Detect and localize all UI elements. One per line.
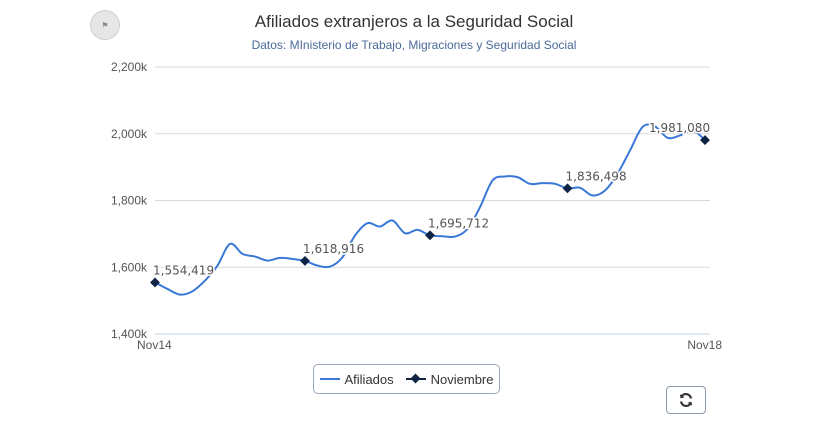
data-label: 1,836,498 xyxy=(566,169,627,183)
y-tick-label: 1,400k xyxy=(111,327,148,341)
legend-diamond-icon xyxy=(405,373,426,385)
y-axis-tick-labels: 1,400k 1,600k 1,800k 2,000k 2,200k xyxy=(111,60,148,341)
data-label-layer: 1,554,419 1,618,916 1,695,712 1,836,498 1,98… xyxy=(152,120,712,279)
legend-line-icon xyxy=(319,373,340,385)
data-label: 1,618,916 xyxy=(303,242,364,256)
noviembre-marker xyxy=(562,183,573,194)
series-line-afiliados xyxy=(154,123,706,296)
legend: Afiliados Noviembre xyxy=(313,364,500,394)
x-axis: Nov14 Nov18 xyxy=(137,333,722,352)
marker-layer xyxy=(150,135,710,288)
grid-lines xyxy=(155,66,710,268)
data-label: 1,554,419 xyxy=(153,263,214,277)
x-tick-label: Nov14 xyxy=(137,338,172,352)
y-tick-label: 2,000k xyxy=(111,127,148,141)
legend-item-noviembre[interactable]: Noviembre xyxy=(405,371,494,387)
series-layer xyxy=(154,123,706,296)
x-tick-label: Nov18 xyxy=(687,338,722,352)
y-tick-label: 2,200k xyxy=(111,60,148,74)
noviembre-marker xyxy=(300,255,310,266)
spain-flag-logo-icon: ⚑ xyxy=(90,10,120,40)
legend-label-afiliados: Afiliados xyxy=(344,371,394,387)
legend-label-noviembre: Noviembre xyxy=(430,371,494,387)
data-label: 1,981,080 xyxy=(649,121,710,135)
noviembre-marker xyxy=(150,277,160,288)
noviembre-marker xyxy=(425,230,435,241)
noviembre-marker xyxy=(700,135,710,146)
y-tick-label: 1,800k xyxy=(111,194,148,208)
chart-title: Afiliados extranjeros a la Seguridad Soc… xyxy=(254,12,574,31)
y-tick-label: 1,600k xyxy=(111,260,148,274)
data-label: 1,695,712 xyxy=(428,216,489,230)
legend-item-afiliados[interactable]: Afiliados xyxy=(319,371,394,387)
chart-subtitle: Datos: MInisterio de Trabajo, Migracione… xyxy=(251,38,577,52)
refresh-icon xyxy=(679,392,693,408)
refresh-button[interactable] xyxy=(666,386,706,414)
